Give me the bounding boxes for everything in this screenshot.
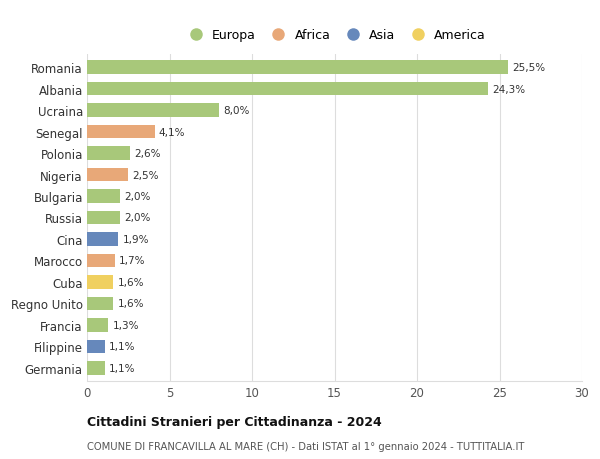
Text: 24,3%: 24,3% xyxy=(492,84,525,95)
Text: COMUNE DI FRANCAVILLA AL MARE (CH) - Dati ISTAT al 1° gennaio 2024 - TUTTITALIA.: COMUNE DI FRANCAVILLA AL MARE (CH) - Dat… xyxy=(87,441,524,451)
Bar xyxy=(87,126,155,139)
Text: 4,1%: 4,1% xyxy=(159,127,185,137)
Bar xyxy=(87,190,120,203)
Text: 2,0%: 2,0% xyxy=(124,191,151,202)
Bar xyxy=(87,297,113,310)
Text: 1,6%: 1,6% xyxy=(118,277,144,287)
Text: 8,0%: 8,0% xyxy=(223,106,250,116)
Bar xyxy=(87,233,118,246)
Text: 2,5%: 2,5% xyxy=(133,170,159,180)
Text: 1,1%: 1,1% xyxy=(109,341,136,352)
Text: 2,6%: 2,6% xyxy=(134,149,161,159)
Bar xyxy=(87,254,115,268)
Text: 2,0%: 2,0% xyxy=(124,213,151,223)
Bar xyxy=(87,276,113,289)
Bar xyxy=(87,212,120,224)
Bar xyxy=(87,62,508,75)
Text: 1,1%: 1,1% xyxy=(109,363,136,373)
Bar xyxy=(87,147,130,160)
Text: 1,3%: 1,3% xyxy=(113,320,139,330)
Text: Cittadini Stranieri per Cittadinanza - 2024: Cittadini Stranieri per Cittadinanza - 2… xyxy=(87,415,382,428)
Bar xyxy=(87,340,105,353)
Bar xyxy=(87,168,128,182)
Text: 25,5%: 25,5% xyxy=(512,63,545,73)
Bar xyxy=(87,361,105,375)
Bar xyxy=(87,319,109,332)
Legend: Europa, Africa, Asia, America: Europa, Africa, Asia, America xyxy=(183,29,486,42)
Bar xyxy=(87,83,488,96)
Text: 1,6%: 1,6% xyxy=(118,299,144,309)
Bar xyxy=(87,104,219,118)
Text: 1,7%: 1,7% xyxy=(119,256,146,266)
Text: 1,9%: 1,9% xyxy=(122,235,149,245)
